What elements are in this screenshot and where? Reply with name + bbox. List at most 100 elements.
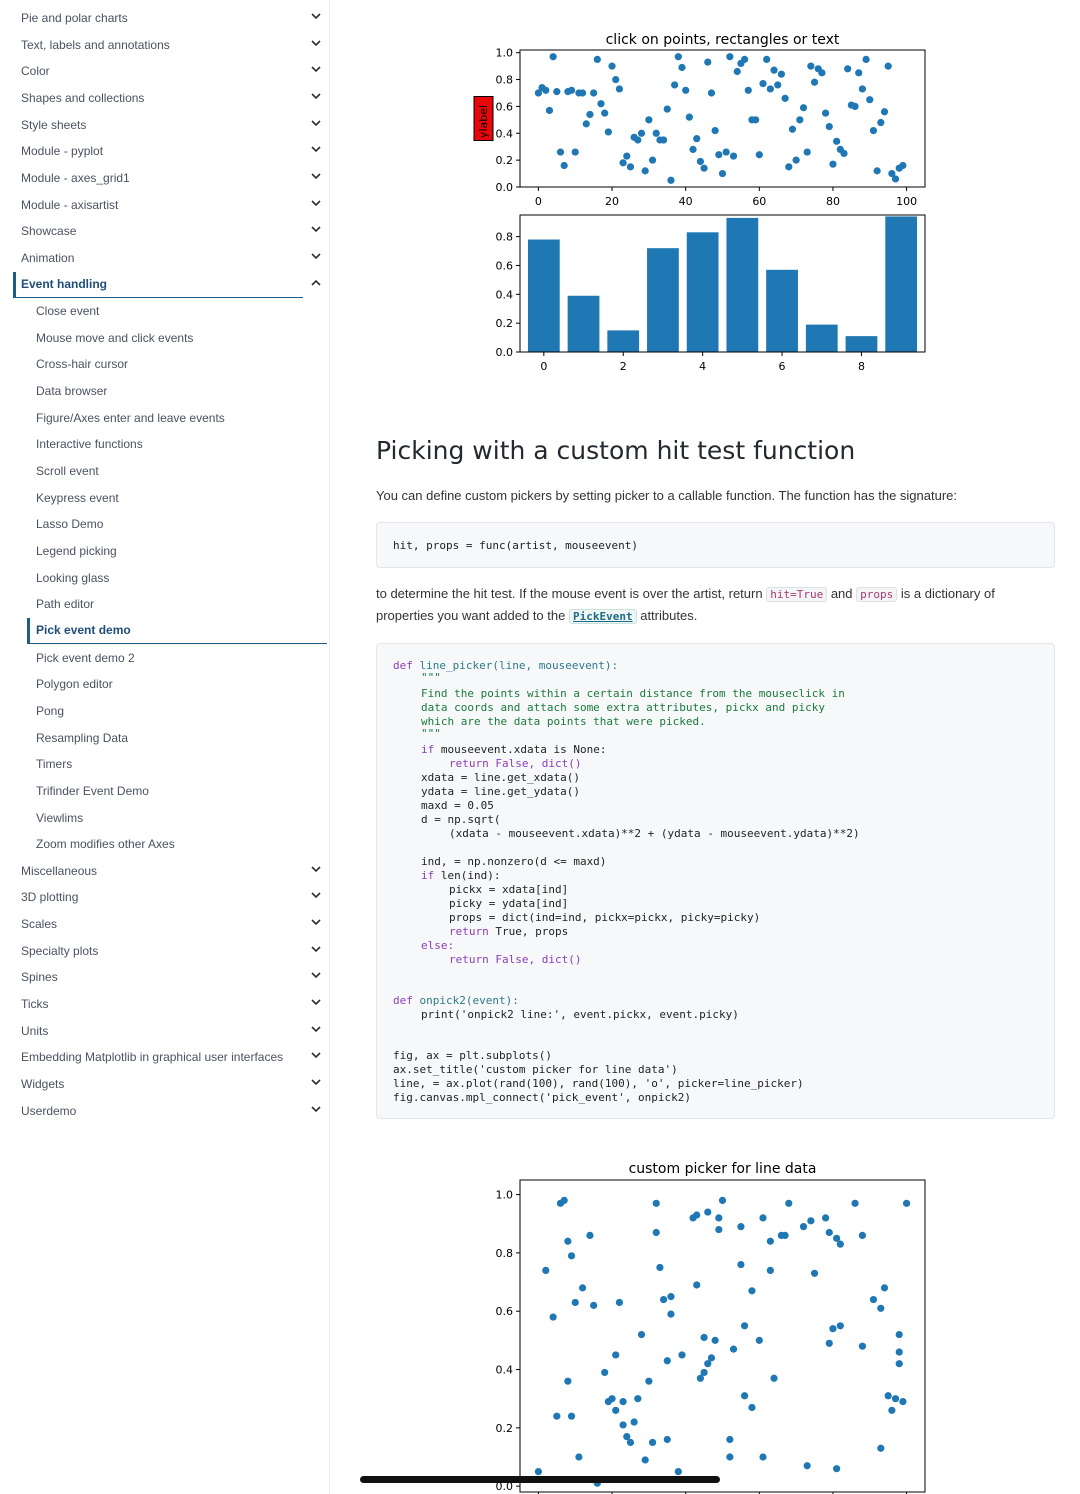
sidebar-item-3d-plotting[interactable]: 3D plotting bbox=[13, 884, 328, 910]
data-point bbox=[726, 1435, 734, 1444]
data-point bbox=[608, 1395, 616, 1403]
sidebar-subitem-zoom-modifies-other-axes[interactable]: Zoom modifies other Axes bbox=[27, 831, 327, 857]
sidebar-subitem-lasso-demo[interactable]: Lasso Demo bbox=[27, 511, 327, 537]
x-tick-label: 100 bbox=[896, 195, 917, 208]
chevron-down-icon[interactable] bbox=[310, 143, 322, 155]
sidebar-item-embedding-matplotlib-in-graphical-user-interfaces[interactable]: Embedding Matplotlib in graphical user i… bbox=[13, 1044, 328, 1070]
sidebar-subitem-timers[interactable]: Timers bbox=[27, 751, 327, 777]
chevron-down-icon[interactable] bbox=[310, 223, 322, 235]
sidebar-subitem-legend-picking[interactable]: Legend picking bbox=[27, 538, 327, 564]
chevron-down-icon[interactable] bbox=[310, 170, 322, 182]
sidebar-item-style-sheets[interactable]: Style sheets bbox=[13, 112, 328, 138]
sidebar-item-label: Pick event demo bbox=[36, 623, 131, 638]
sidebar-item-label: Figure/Axes enter and leave events bbox=[36, 410, 225, 425]
data-point bbox=[571, 1298, 579, 1307]
data-point bbox=[833, 1234, 841, 1242]
data-point bbox=[810, 78, 819, 86]
sidebar-item-module-axes-grid1[interactable]: Module - axes_grid1 bbox=[13, 165, 328, 191]
data-point bbox=[844, 65, 852, 73]
data-point bbox=[674, 53, 682, 61]
data-point bbox=[641, 167, 649, 175]
sidebar-item-module-pyplot[interactable]: Module - pyplot bbox=[13, 138, 328, 164]
sidebar-item-color[interactable]: Color bbox=[13, 58, 328, 84]
chart-custom-picker[interactable]: custom picker for line data 0.0 0.2 0.4 0.6 0… bbox=[470, 1156, 940, 1494]
sidebar-subitem-viewlims[interactable]: Viewlims bbox=[27, 805, 327, 831]
data-point bbox=[781, 94, 789, 102]
data-point bbox=[659, 1295, 668, 1304]
data-point bbox=[578, 89, 587, 97]
chevron-down-icon[interactable] bbox=[310, 969, 322, 981]
sidebar-item-userdemo[interactable]: Userdemo bbox=[13, 1098, 328, 1124]
sidebar-subitem-polygon-editor[interactable]: Polygon editor bbox=[27, 671, 327, 697]
chevron-down-icon[interactable] bbox=[310, 1049, 322, 1061]
chevron-down-icon[interactable] bbox=[310, 63, 322, 75]
sidebar-subitem-mouse-move-and-click-events[interactable]: Mouse move and click events bbox=[27, 325, 327, 351]
sidebar-item-spines[interactable]: Spines bbox=[13, 964, 328, 990]
y-tick-label: 0.0 bbox=[496, 1480, 514, 1493]
data-point bbox=[851, 1199, 859, 1207]
sidebar-subitem-data-browser[interactable]: Data browser bbox=[27, 378, 327, 404]
sidebar-subitem-interactive-functions[interactable]: Interactive functions bbox=[27, 431, 327, 457]
sidebar-subitem-looking-glass[interactable]: Looking glass bbox=[27, 565, 327, 591]
sidebar-item-widgets[interactable]: Widgets bbox=[13, 1071, 328, 1097]
sidebar-subitem-cross-hair-cursor[interactable]: Cross-hair cursor bbox=[27, 351, 327, 377]
sidebar-item-module-axisartist[interactable]: Module - axisartist bbox=[13, 192, 328, 218]
sidebar-item-ticks[interactable]: Ticks bbox=[13, 991, 328, 1017]
chevron-down-icon[interactable] bbox=[310, 916, 322, 928]
data-point bbox=[634, 136, 642, 144]
chevron-down-icon[interactable] bbox=[310, 889, 322, 901]
chevron-down-icon[interactable] bbox=[310, 1023, 322, 1035]
data-point bbox=[718, 169, 727, 178]
sidebar-item-event-handling[interactable]: Event handling bbox=[13, 271, 321, 298]
sidebar-item-scales[interactable]: Scales bbox=[13, 911, 328, 937]
sidebar-subitem-keypress-event[interactable]: Keypress event bbox=[27, 485, 327, 511]
chevron-down-icon[interactable] bbox=[310, 943, 322, 955]
bar bbox=[527, 239, 560, 352]
sidebar-item-miscellaneous[interactable]: Miscellaneous bbox=[13, 858, 328, 884]
sidebar-subitem-pong[interactable]: Pong bbox=[27, 698, 327, 724]
chevron-down-icon[interactable] bbox=[310, 90, 322, 102]
sidebar-item-showcase[interactable]: Showcase bbox=[13, 218, 328, 244]
horizontal-scrollbar[interactable] bbox=[360, 1476, 720, 1483]
chart-pick-points[interactable]: click on points, rectangles or text 0 20 40… bbox=[470, 26, 940, 212]
chevron-down-icon[interactable] bbox=[310, 250, 322, 262]
props-code: props bbox=[856, 587, 898, 602]
sidebar-item-pie-and-polar-charts[interactable]: Pie and polar charts bbox=[13, 5, 328, 31]
chevron-down-icon[interactable] bbox=[310, 10, 322, 22]
sidebar-subitem-pick-event-demo-2[interactable]: Pick event demo 2 bbox=[27, 645, 327, 671]
sidebar-item-units[interactable]: Units bbox=[13, 1018, 328, 1044]
bar bbox=[885, 216, 918, 352]
chevron-down-icon[interactable] bbox=[310, 197, 322, 209]
sidebar-subitem-scroll-event[interactable]: Scroll event bbox=[27, 458, 327, 484]
chevron-down-icon[interactable] bbox=[310, 117, 322, 129]
sidebar-item-text-labels-and-annotations[interactable]: Text, labels and annotations bbox=[13, 32, 328, 58]
chevron-down-icon[interactable] bbox=[310, 37, 322, 49]
y-tick-label: 0.2 bbox=[496, 1422, 514, 1435]
sidebar-subitem-resampling-data[interactable]: Resampling Data bbox=[27, 725, 327, 751]
y-tick-label: 0.0 bbox=[496, 346, 514, 359]
chevron-down-icon[interactable] bbox=[310, 996, 322, 1008]
data-point bbox=[590, 1301, 598, 1309]
chevron-down-icon[interactable] bbox=[310, 863, 322, 875]
sidebar-item-label: Lasso Demo bbox=[36, 517, 104, 532]
sidebar-subitem-close-event[interactable]: Close event bbox=[27, 298, 327, 324]
sidebar-subitem-pick-event-demo[interactable]: Pick event demo bbox=[27, 617, 327, 644]
pickevent-link[interactable]: PickEvent bbox=[568, 609, 637, 624]
chart-pick-bars[interactable]: 0 2 4 6 8 0.0 0.2 0.4 0.6 0.8 bbox=[470, 212, 940, 378]
y-tick-label: 0.6 bbox=[496, 100, 514, 113]
sidebar-item-specialty-plots[interactable]: Specialty plots bbox=[13, 938, 328, 964]
chevron-down-icon[interactable] bbox=[310, 1103, 322, 1115]
sidebar-item-label: Embedding Matplotlib in graphical user i… bbox=[21, 1050, 284, 1065]
data-point bbox=[663, 105, 671, 113]
data-point bbox=[884, 1392, 892, 1400]
sidebar-item-shapes-and-collections[interactable]: Shapes and collections bbox=[13, 85, 328, 111]
sidebar-subitem-figure-axes-enter-and-leave-events[interactable]: Figure/Axes enter and leave events bbox=[27, 405, 327, 431]
sidebar-subitem-path-editor[interactable]: Path editor bbox=[27, 591, 327, 617]
sidebar-subitem-trifinder-event-demo[interactable]: Trifinder Event Demo bbox=[27, 778, 327, 804]
data-point bbox=[877, 1444, 885, 1452]
sidebar-item-animation[interactable]: Animation bbox=[13, 245, 328, 271]
x-tick-label: 0 bbox=[540, 360, 547, 373]
data-point bbox=[693, 1281, 701, 1289]
chevron-up-icon[interactable] bbox=[310, 277, 322, 289]
chevron-down-icon[interactable] bbox=[310, 1076, 322, 1088]
